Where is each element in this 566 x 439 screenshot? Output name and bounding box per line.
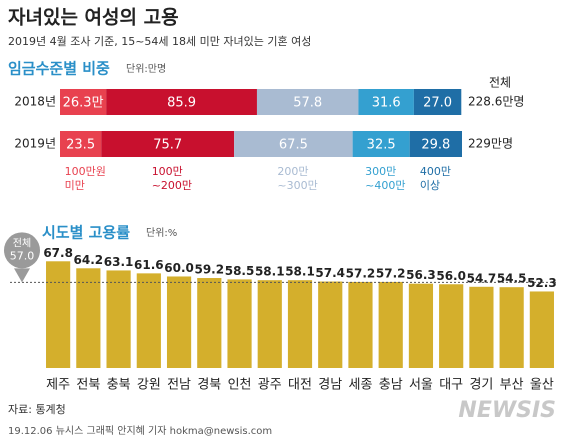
total-title: 전체 (489, 76, 511, 90)
y-tick-label: 2019년 (14, 137, 56, 151)
reference-label: 전체 (13, 237, 31, 249)
bar (197, 278, 222, 368)
data-label: 56.3 (406, 268, 436, 282)
data-label: 58.1 (285, 265, 315, 279)
data-label: 58.5 (225, 264, 255, 278)
x-tick-label: 인천 (228, 378, 252, 393)
legend-label: 300만 ~400만 (365, 165, 406, 192)
bar-segment (352, 131, 410, 157)
data-label: 52.3 (527, 276, 557, 290)
chart-title: 임금수준별 비중 (8, 60, 110, 78)
x-tick-label: 충남 (379, 378, 403, 393)
bar (287, 280, 313, 368)
data-label: 29.8 (421, 138, 450, 153)
bar (408, 283, 434, 368)
data-label: 58.1 (255, 265, 285, 279)
total-label: 229만명 (468, 137, 513, 151)
data-label: 59.2 (194, 263, 224, 277)
data-label: 67.8 (43, 246, 73, 260)
bar-segment (256, 89, 359, 115)
bar-segment (413, 89, 462, 115)
bar (46, 261, 71, 368)
bar (499, 287, 524, 368)
bar (348, 281, 373, 368)
data-label: 54.7 (467, 271, 497, 285)
bar (529, 291, 554, 368)
bar-segment (234, 131, 353, 157)
bar-segment (106, 89, 257, 115)
source: 자료: 통계청 (8, 403, 66, 416)
x-tick-label: 세종 (349, 378, 373, 393)
x-tick-label: 강원 (137, 378, 161, 393)
unit: 단위:만명 (126, 62, 166, 75)
bar (227, 279, 252, 368)
legend-label: 400만 이상 (419, 165, 451, 192)
data-label: 27.0 (423, 96, 452, 111)
legend-label: 100만 ~200만 (151, 165, 193, 192)
x-tick-label: 울산 (530, 378, 554, 393)
bar-segment (60, 89, 107, 115)
x-tick-label: 경북 (197, 378, 221, 393)
y-tick-label: 2018년 (14, 95, 56, 109)
data-label: 57.2 (346, 266, 376, 280)
title: 자녀있는 여성의 고용 (8, 7, 179, 29)
reference-pointer (14, 268, 30, 283)
bar (318, 281, 343, 368)
bar-segment (358, 89, 414, 115)
data-label: 57.4 (315, 266, 345, 280)
x-tick-label: 경남 (318, 378, 342, 393)
legend-label: 200만 ~300만 (277, 165, 318, 192)
x-tick-label: 광주 (258, 378, 282, 393)
unit: 단위:% (146, 226, 177, 239)
bar (136, 273, 161, 368)
bar (378, 281, 403, 368)
total-label: 228.6만명 (468, 95, 524, 109)
x-tick-label: 서울 (409, 378, 433, 393)
data-label: 85.9 (167, 96, 196, 111)
data-label: 75.7 (153, 138, 182, 153)
reference-badge (4, 232, 40, 269)
data-label: 54.5 (497, 272, 527, 286)
data-label: 23.5 (66, 138, 95, 153)
bar (76, 268, 101, 368)
credit: 19.12.06 뉴시스 그래픽 안지혜 기자 hokma@newsis.com (8, 425, 272, 437)
logo: NEWSIS (458, 398, 556, 423)
x-tick-label: 대구 (439, 378, 463, 393)
bar (257, 280, 282, 368)
chart-title: 시도별 고용률 (42, 224, 130, 242)
data-label: 63.1 (104, 255, 134, 269)
data-label: 32.5 (367, 138, 396, 153)
data-label: 31.6 (372, 96, 401, 111)
x-tick-label: 충북 (107, 378, 131, 393)
bar-segment (60, 131, 102, 157)
x-tick-label: 대전 (288, 378, 312, 393)
x-tick-label: 제주 (46, 378, 70, 393)
data-label: 56.0 (436, 269, 466, 283)
bar (106, 270, 131, 368)
bar (439, 284, 464, 368)
data-label: 26.3만 (63, 96, 104, 111)
reference-value: 57.0 (10, 249, 35, 262)
data-label: 57.2 (376, 266, 406, 280)
subtitle: 2019년 4월 조사 기준, 15~54세 18세 미만 자녀있는 기혼 여성 (8, 35, 311, 48)
data-label: 57.8 (293, 96, 322, 111)
bar (469, 286, 494, 368)
x-tick-label: 경기 (469, 378, 493, 393)
bar (166, 276, 192, 368)
x-tick-label: 전북 (76, 378, 100, 393)
data-label: 60.0 (164, 261, 194, 275)
x-tick-label: 부산 (500, 378, 524, 393)
bar-segment (101, 131, 235, 157)
data-label: 64.2 (74, 253, 104, 267)
data-label: 61.6 (134, 258, 164, 272)
x-tick-label: 전남 (167, 378, 191, 393)
data-label: 67.5 (279, 138, 308, 153)
bar-segment (409, 131, 462, 157)
legend-label: 100만원 미만 (64, 165, 106, 192)
